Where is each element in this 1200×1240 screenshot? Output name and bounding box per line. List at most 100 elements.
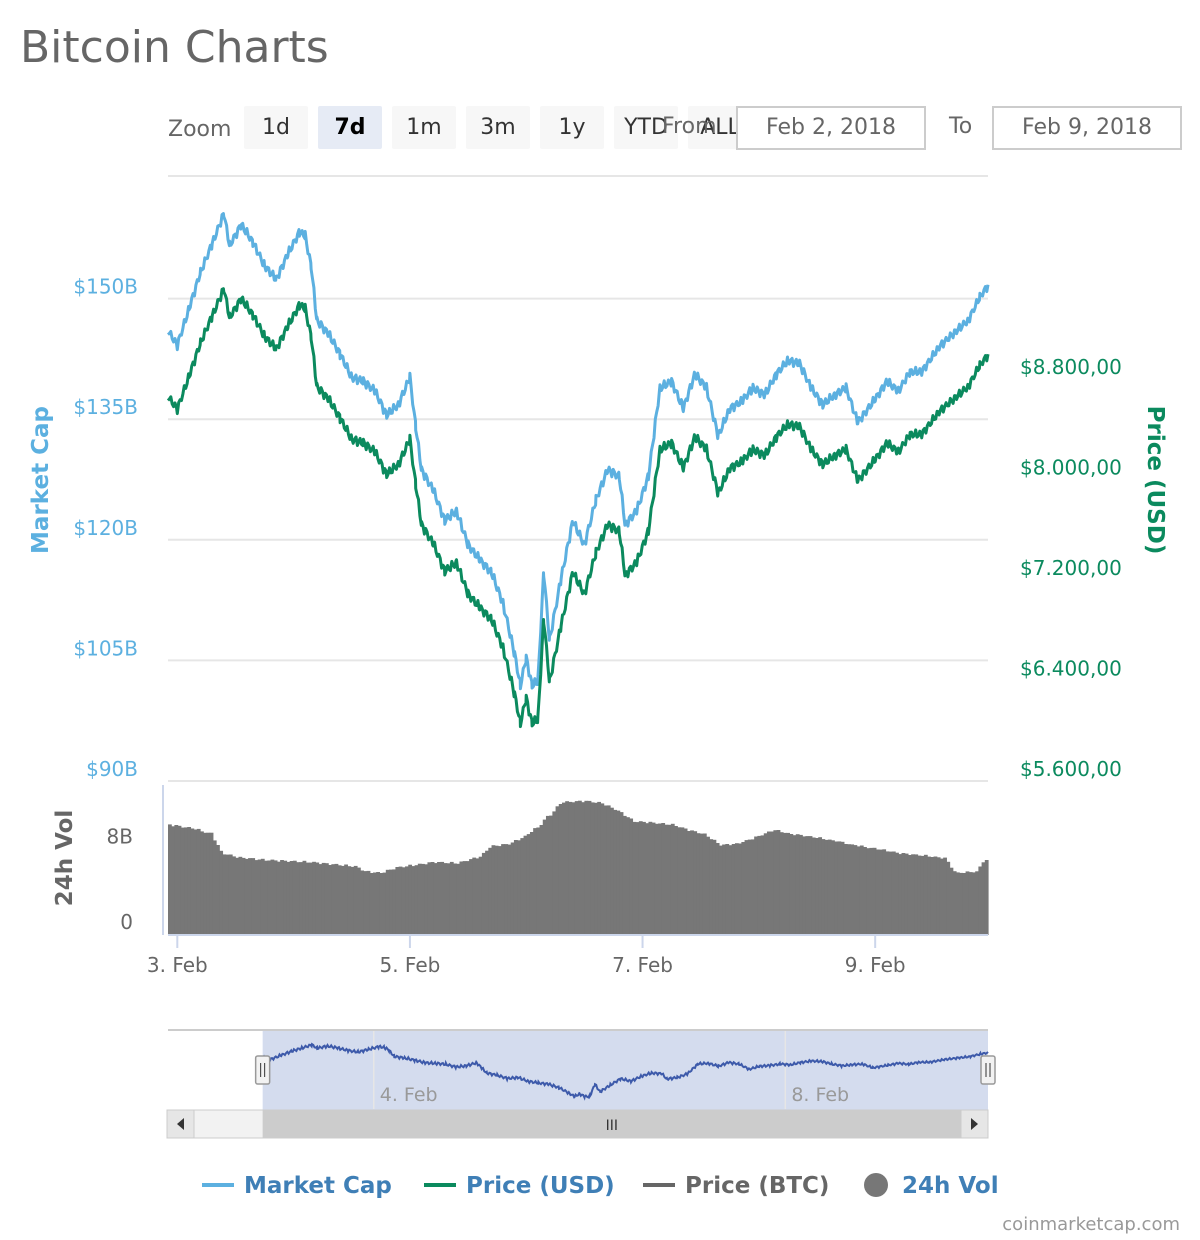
volume-bar [686,831,691,935]
volume-bar [975,871,979,935]
volume-bar [632,821,637,935]
volume-bar [712,839,717,935]
volume-bar [690,830,694,935]
left-axis-title: Market Cap [28,406,54,554]
volume-bar [898,854,903,935]
volume-bar [308,862,313,935]
zoom-button-1m[interactable]: 1m [392,106,456,149]
volume-bar [651,822,656,935]
from-date-box[interactable] [736,106,926,150]
volume-bar [629,818,634,935]
volume-bar [177,825,182,935]
zoom-button-7d[interactable]: 7d [318,106,382,149]
volume-bar [901,853,906,935]
left-tick-label: $120B [73,516,138,540]
scrollbar-thumb[interactable] [262,1110,961,1138]
from-date-input[interactable]: Feb 2, 2018 [736,106,926,150]
volume-bar [481,852,486,935]
scrollbar-grip-icon: III [606,1118,618,1134]
legend-item-price-btc[interactable]: Price (BTC) [643,1173,829,1199]
volume-bar [360,870,364,935]
volume-bar [373,872,377,935]
handle-box[interactable] [254,1055,271,1085]
volume-bar [494,845,499,935]
volume-bar [363,871,368,935]
volume-bar [962,873,967,935]
navigator-ticks: 4. Feb 8. Feb [373,1031,849,1109]
volume-bar [859,845,864,935]
volume-bar [943,857,947,935]
volume-bar [228,854,233,935]
to-date-box[interactable] [992,106,1182,150]
zoom-button-bg[interactable] [466,106,530,149]
volume-bar [296,862,300,935]
volume-bar [421,863,425,935]
volume-bar [696,833,701,935]
legend-label: Price (USD) [466,1173,615,1199]
series-line-market-cap [167,212,990,691]
navigator[interactable]: 4. Feb 8. Feb [168,1029,996,1110]
volume-bar [536,827,541,935]
volume-bar [318,864,323,935]
volume-bar [408,864,413,935]
volume-bar [895,852,899,935]
zoom-button-ytd[interactable]: YTD [614,106,678,149]
zoom-button-label: ALL [700,115,740,140]
zoom-button-label: 1d [262,115,290,140]
volume-bar [209,832,214,935]
volume-bar [417,863,422,935]
navigator-handle-right[interactable] [980,1055,996,1085]
volume-bars [168,800,989,935]
legend-item-price-usd[interactable]: Price (USD) [424,1173,615,1199]
volume-bar [283,860,288,935]
volume-bar [581,802,585,935]
volume-bar [321,862,326,935]
volume-bar [981,862,986,935]
zoom-button-1y[interactable]: 1y [540,106,604,149]
left-tick-label: $150B [73,275,138,299]
volume-bar [347,866,352,935]
legend-item-market-cap[interactable]: Market Cap [202,1173,392,1199]
volume-bar [971,872,976,935]
zoom-button-3m[interactable]: 3m [466,106,530,149]
volume-bar [869,847,874,935]
scrollbar[interactable]: III [166,1109,989,1139]
scroll-right-button[interactable] [960,1109,989,1139]
volume-bar [831,840,835,935]
volume-bar [568,801,573,935]
volume-bar [587,800,592,935]
credit-text[interactable]: coinmarketcap.com [1002,1214,1180,1235]
zoom-button-bg[interactable] [318,106,382,149]
volume-bar [770,831,774,935]
volume-bar [353,865,358,935]
navigator-handle-left[interactable] [254,1055,271,1085]
volume-bar [430,862,435,935]
navigator-selection[interactable] [262,1031,988,1110]
volume-bar [526,834,531,935]
volume-bar [802,836,807,935]
zoom-button-bg[interactable] [540,106,604,149]
volume-bar [392,869,397,935]
volume-bar [773,830,778,935]
volume-bar [667,824,672,935]
right-tick-label: $8.800,00 [1020,355,1122,379]
volume-bar [552,811,557,935]
to-date-input[interactable]: Feb 9, 2018 [992,106,1182,150]
volume-bar [405,866,409,935]
volume-bar [542,819,547,935]
volume-bar [453,863,457,935]
volume-bar [184,827,188,935]
zoom-button-bg[interactable] [392,106,456,149]
zoom-button-1d[interactable]: 1d [244,106,308,149]
zoom-button-bg[interactable] [614,106,678,149]
zoom-button-bg[interactable] [244,106,308,149]
right-axis-ticks: $8.800,00 $8.000,00 $7.200,00 $6.400,00 $5.6… [1020,355,1122,781]
legend-item-24h-vol[interactable]: 24h Vol [864,1173,999,1199]
handle-box[interactable] [980,1055,996,1085]
volume-bar [190,828,195,935]
volume-bar [449,861,454,935]
volume-bar [837,841,842,935]
volume-bar [440,861,445,935]
volume-bar [914,854,919,935]
